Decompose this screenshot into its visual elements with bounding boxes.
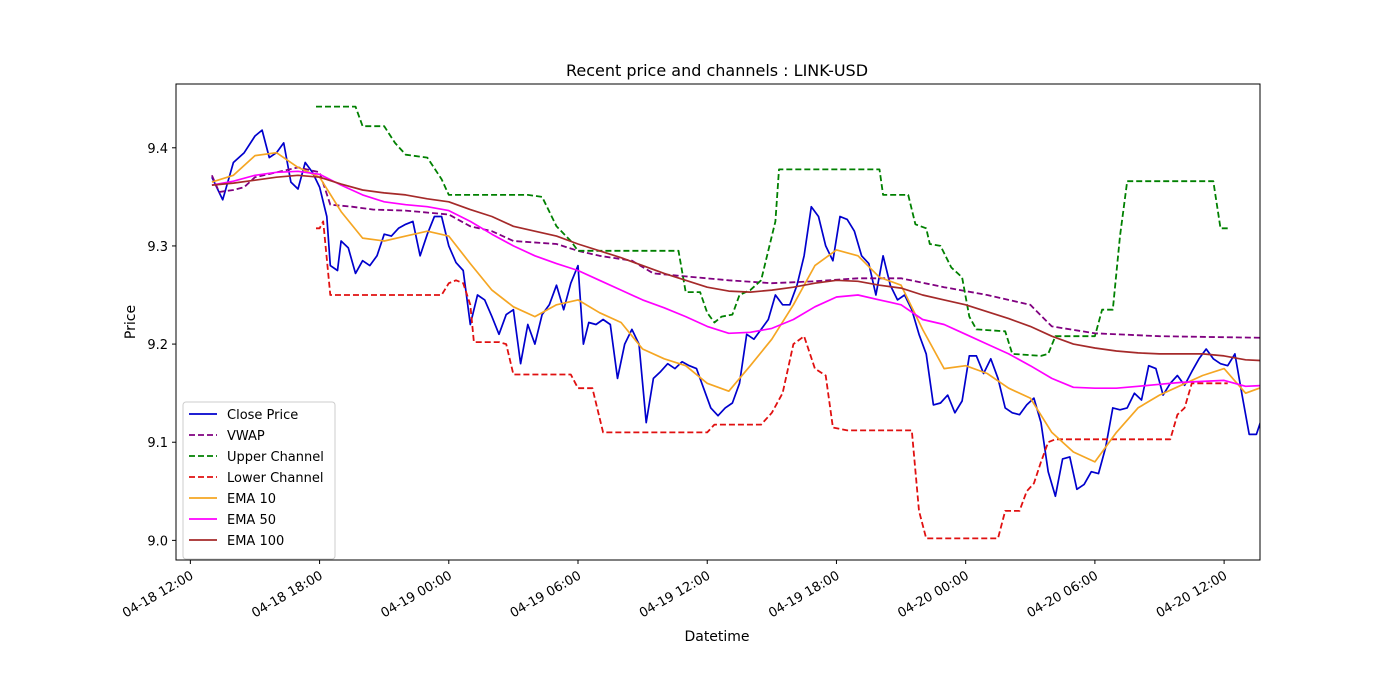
x-axis-label: Datetime xyxy=(684,629,749,645)
legend-label: Lower Channel xyxy=(227,471,323,486)
y-tick-label: 9.3 xyxy=(147,240,168,255)
legend-label: VWAP xyxy=(227,429,265,444)
y-tick-label: 9.0 xyxy=(147,534,168,549)
y-tick-label: 9.2 xyxy=(147,338,168,353)
y-tick-label: 9.1 xyxy=(147,436,168,451)
series-line-ema-50 xyxy=(211,170,1260,390)
y-axis-label: Price xyxy=(123,305,139,339)
legend-label: Close Price xyxy=(227,408,298,423)
legend-label: Upper Channel xyxy=(227,450,324,465)
series-line-upper-channel xyxy=(316,105,1228,357)
y-tick-label: 9.4 xyxy=(147,142,168,157)
series-line-vwap xyxy=(211,166,1260,339)
plot-frame xyxy=(175,83,1261,561)
series-line-close-price xyxy=(211,129,1260,498)
legend-label: EMA 50 xyxy=(227,513,276,528)
series-line-ema-10 xyxy=(211,151,1260,463)
plot-area xyxy=(211,105,1260,540)
legend-label: EMA 10 xyxy=(227,492,276,507)
legend-label: EMA 100 xyxy=(227,534,284,549)
legend: Close Price VWAP Upper Channel Lower Channe… xyxy=(182,401,336,560)
chart-title: Recent price and channels : LINK-USD xyxy=(566,61,868,80)
series-line-ema-100 xyxy=(211,174,1260,362)
legend-box xyxy=(182,401,336,560)
